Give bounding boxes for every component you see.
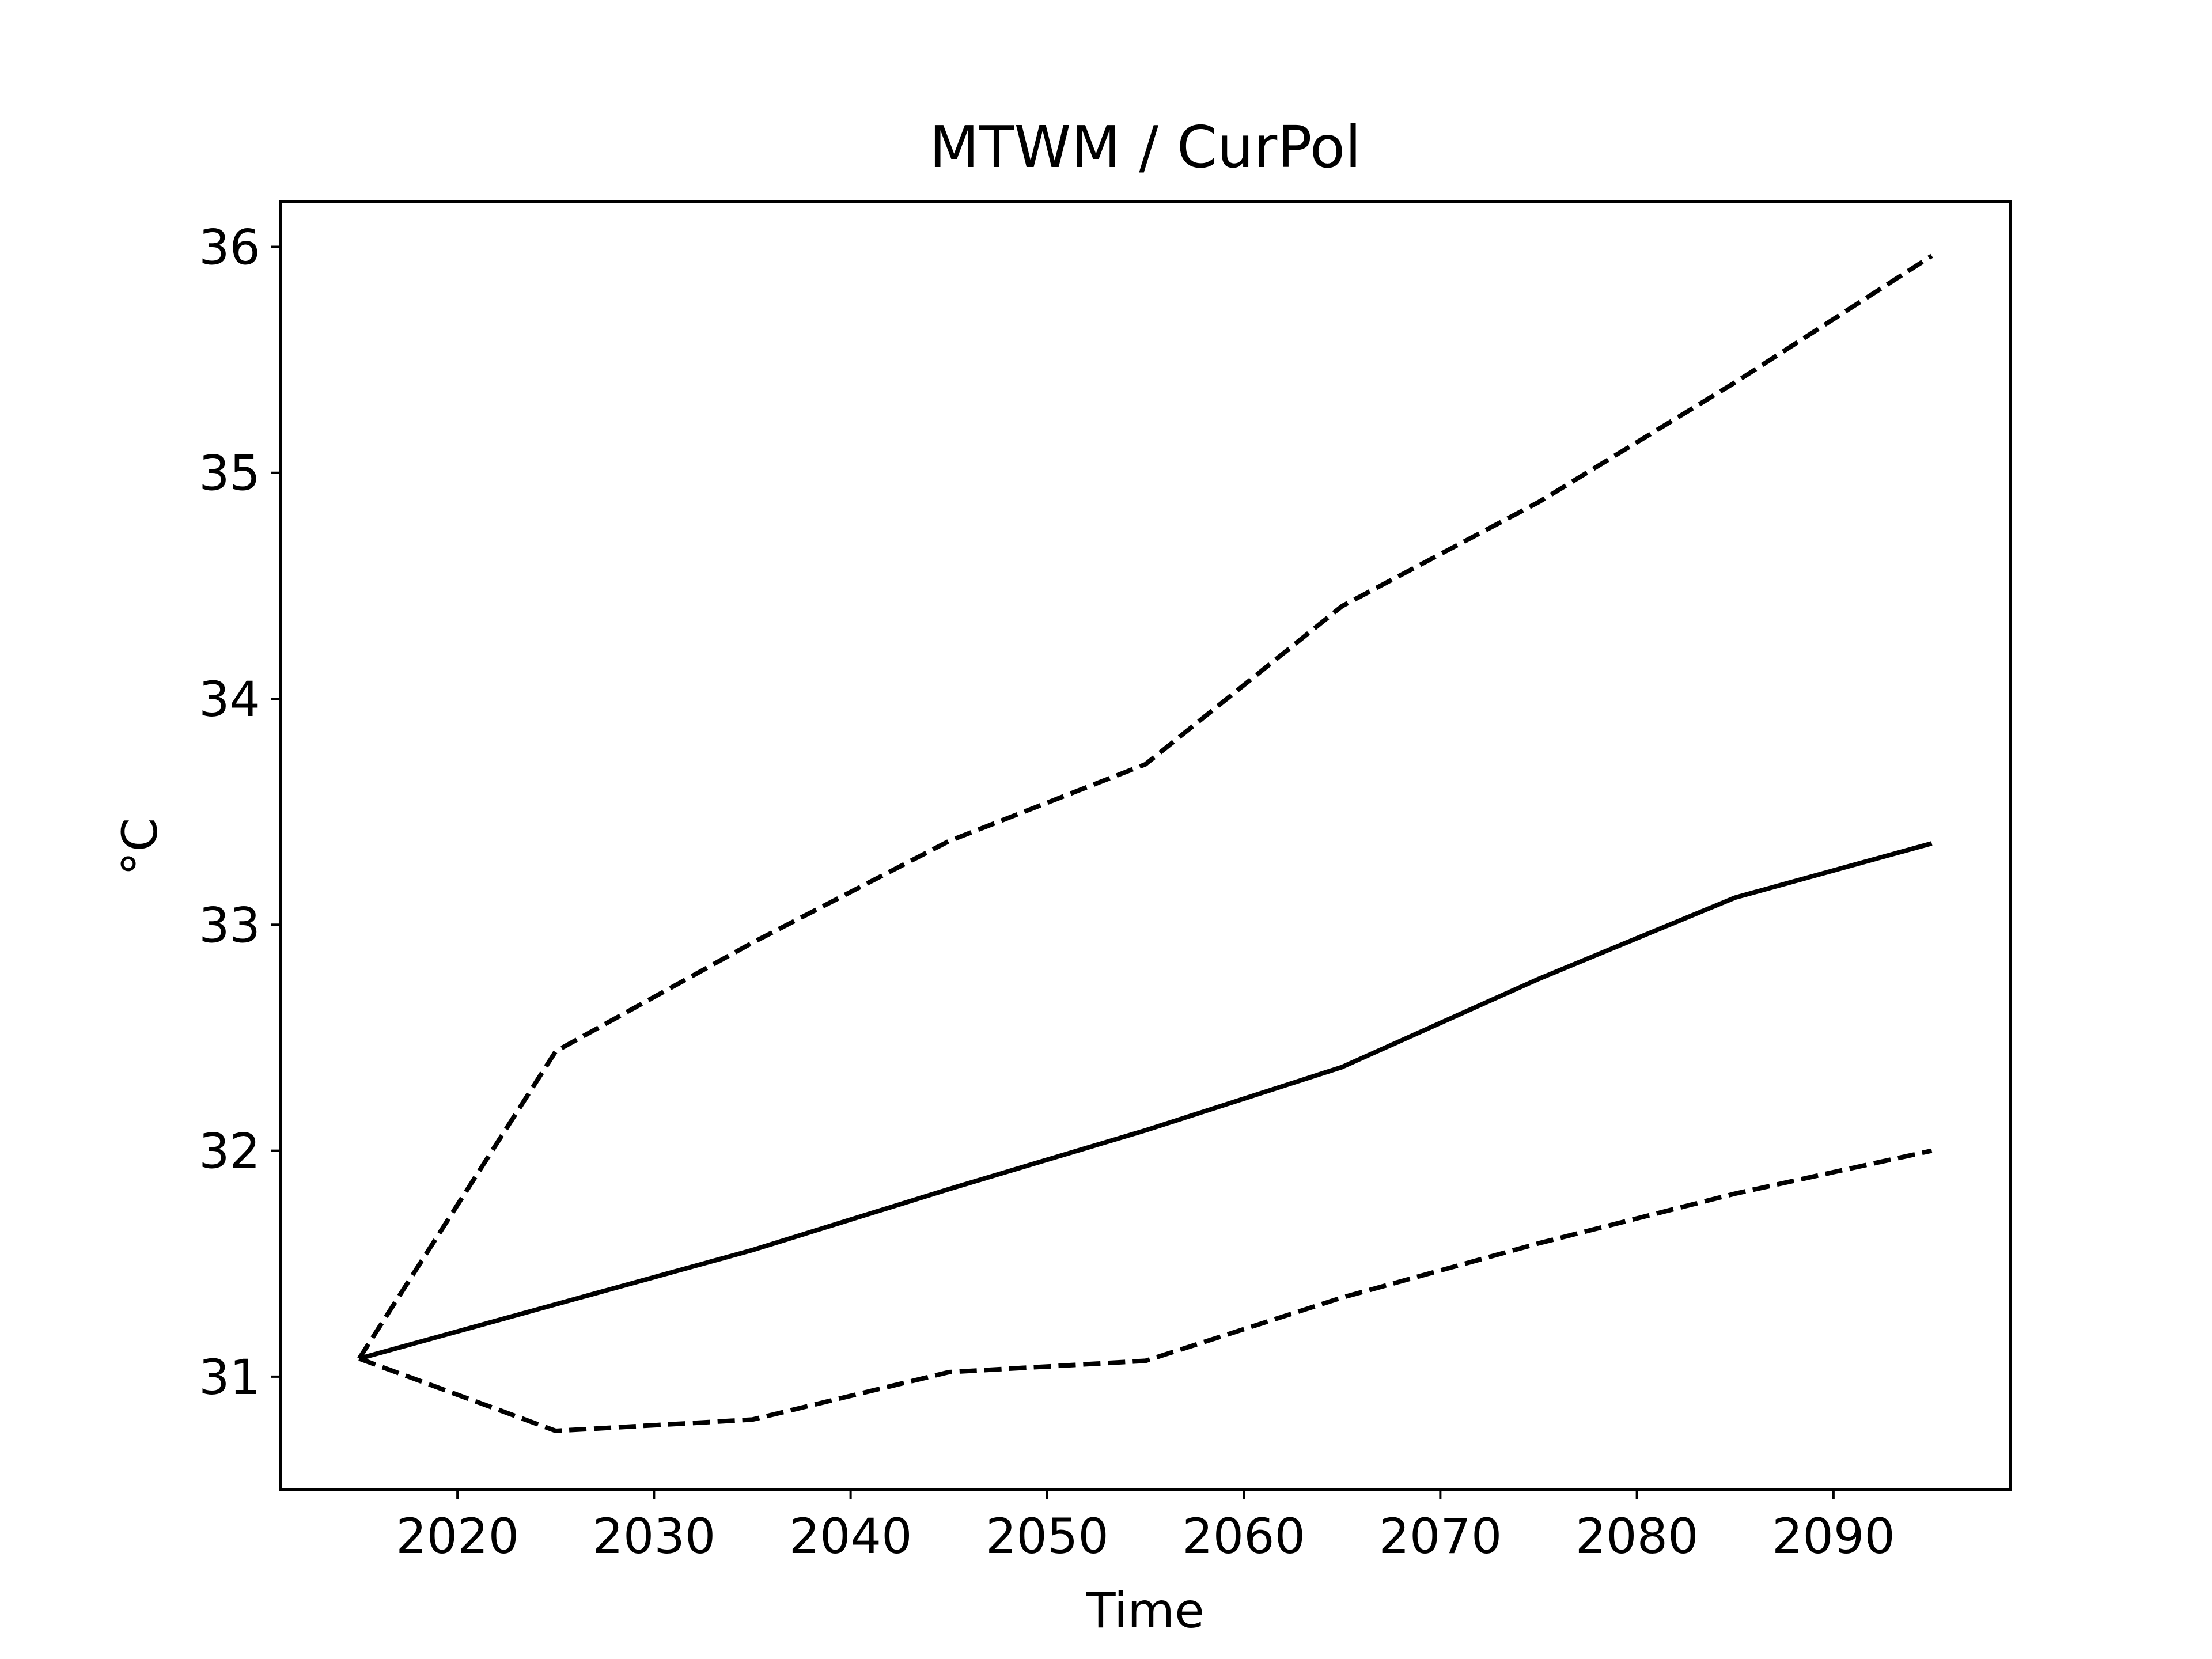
x-axis: 2020 2030 2040 2050 2060 2070 2080 2090 [396, 1490, 1895, 1565]
y-axis-label: °C [112, 818, 168, 876]
y-tick-label: 33 [199, 897, 260, 953]
x-tick-label: 2070 [1378, 1508, 1502, 1565]
chart-title: MTWM / CurPol [929, 113, 1361, 181]
x-tick-label: 2050 [986, 1508, 1109, 1565]
series-line-3 [358, 1148, 1933, 1433]
y-tick-label: 36 [199, 219, 260, 275]
plot-area [279, 200, 2012, 1491]
series-group [357, 253, 1933, 1433]
x-axis-label: Time [1085, 1582, 1205, 1639]
series-line-1 [358, 841, 1933, 1361]
series-line-2 [357, 253, 1933, 1360]
x-tick-label: 2060 [1182, 1508, 1305, 1565]
x-tick-label: 2040 [789, 1508, 912, 1565]
y-tick-label: 32 [199, 1123, 260, 1180]
x-tick-label: 2090 [1772, 1508, 1895, 1565]
x-tick-label: 2030 [592, 1508, 715, 1565]
x-tick-label: 2020 [396, 1508, 519, 1565]
plot-frame [279, 200, 2012, 1491]
y-axis: 31 32 33 34 35 36 [199, 219, 281, 1406]
y-tick-label: 34 [199, 671, 260, 728]
y-tick-label: 35 [199, 445, 260, 502]
x-tick-label: 2080 [1575, 1508, 1699, 1565]
y-tick-label: 31 [199, 1349, 260, 1406]
